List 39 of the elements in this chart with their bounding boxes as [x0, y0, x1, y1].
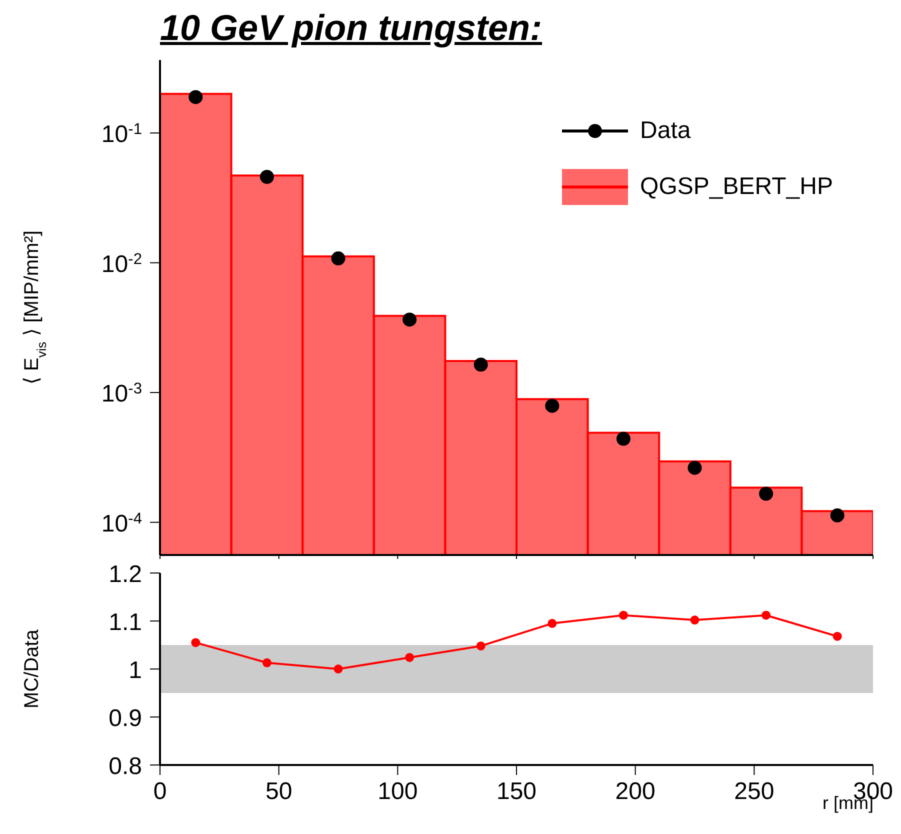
y-tick-label: 1 — [128, 657, 142, 684]
point — [402, 312, 417, 327]
point — [545, 398, 560, 413]
point — [688, 460, 702, 475]
legend-label: Data — [640, 117, 691, 145]
point — [832, 632, 842, 641]
x-tick-label: 0 — [153, 778, 167, 805]
y-tick-label: 1.2 — [108, 561, 142, 588]
point — [262, 658, 272, 668]
point — [334, 664, 343, 674]
point — [830, 508, 844, 522]
point — [618, 610, 628, 620]
point — [616, 432, 630, 446]
x-tick-label: 200 — [615, 778, 656, 805]
chart-title: 10 GeV pion tungsten: — [160, 7, 544, 50]
x-tick-label: 100 — [378, 778, 418, 805]
point — [260, 170, 274, 184]
x-tick-label: 150 — [496, 778, 537, 805]
y-tick-label: 10$^{-3}$ — [101, 380, 142, 408]
point — [405, 652, 414, 662]
y-tick-label: 0.9 — [108, 705, 142, 732]
point — [762, 610, 771, 620]
point — [759, 486, 774, 501]
legend-label: QGSP_BERT_HP — [640, 173, 833, 201]
y-tick-label: 10$^{-2}$ — [101, 250, 142, 278]
point — [331, 251, 346, 266]
y-tick-label: 10$^{-4}$ — [101, 510, 142, 538]
point — [474, 358, 488, 372]
point — [690, 616, 700, 625]
point — [548, 618, 557, 628]
y-tick-label: 1.1 — [108, 609, 142, 636]
point — [476, 641, 486, 650]
point — [191, 638, 200, 648]
x-tick-label: 250 — [734, 778, 774, 805]
y-axis-title: MC/Data — [21, 628, 43, 708]
y-tick-label: 10$^{-1}$ — [101, 120, 142, 148]
x-tick-label: 50 — [265, 778, 292, 805]
point — [188, 90, 203, 104]
y-tick-label: 0.8 — [108, 753, 142, 780]
